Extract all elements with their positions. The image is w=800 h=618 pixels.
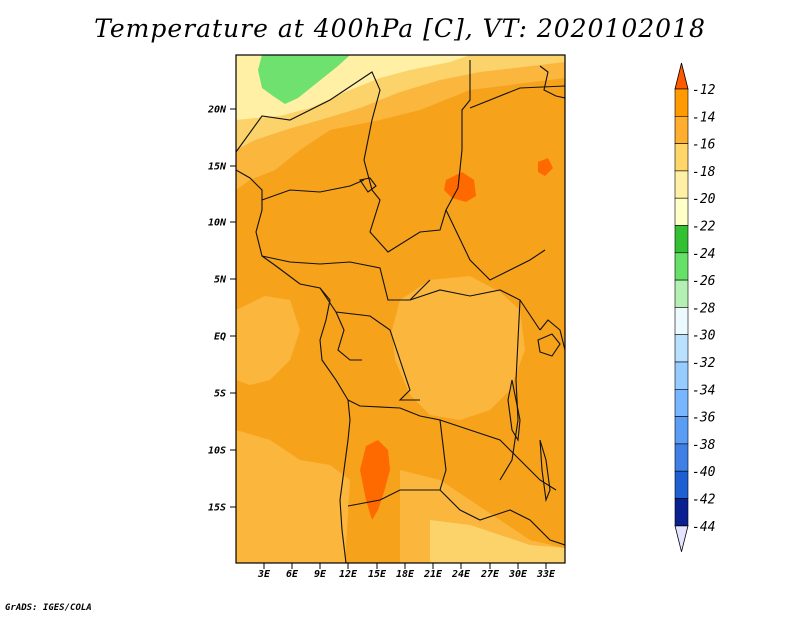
colorbar-segment [674,88,689,117]
lon-label: 27E [480,569,500,580]
colorbar-label: -34 [692,383,715,398]
colorbar-segment [674,116,689,144]
colorbar-label: -22 [692,220,716,235]
colorbar-label: -28 [692,301,716,316]
coastline-west [236,169,351,563]
map-frame [235,54,566,564]
lon-label: 24E [451,569,471,580]
lon-label: 30E [508,569,528,580]
lat-label: 15S [208,503,226,514]
border-south [439,489,565,546]
field-green-northwest [258,55,350,104]
lake-chad [359,177,377,193]
chart-title: Temperature at 400hPa [C], VT: 202010201… [94,14,706,43]
lake-victoria [537,333,561,357]
colorbar-label: -36 [692,411,716,426]
colorbar-label: -44 [692,520,715,535]
lat-label: 5S [214,389,226,400]
colorbar-label: -14 [692,110,715,125]
lake-tanganyika [507,379,521,442]
lat-label: 10N [208,218,227,229]
border-cameroon [319,287,420,401]
border-sahara [236,71,381,161]
colorbar-label: -30 [692,329,716,344]
colorbar-segment [674,443,689,472]
lon-label: 3E [257,569,271,580]
colorbar-label: -42 [692,493,716,508]
border-zambia [439,419,557,491]
colorbar-segment [674,388,689,417]
temperature-field [236,55,565,563]
field-hot-spot-angola [360,440,390,520]
lon-label: 12E [339,569,358,580]
colorbar-segment [674,416,689,445]
border-drc-east [499,299,521,481]
field-yellow-south [430,520,565,563]
field-light-orange-southwest [236,430,350,563]
colorbar-label: -32 [692,356,716,371]
border-gabon-congo [335,311,362,361]
colorbar-label: -38 [692,438,716,453]
border-sudan [469,85,565,109]
colorbar-label: -24 [692,247,715,262]
lon-label: 15E [368,569,387,580]
coast-red-sea [539,65,565,99]
border-nigeria [261,255,431,301]
lon-label: 21E [423,569,443,580]
lat-label: 10S [208,446,226,457]
colorbar-segment [674,252,689,281]
colorbar-label: -40 [692,465,716,480]
colorbar-top-arrow [674,62,689,90]
lat-label: 5N [214,275,227,286]
field-light-orange-central [392,276,525,420]
colorbar-label: -18 [692,165,716,180]
field-light-orange-west [236,296,300,385]
lon-label: 33E [536,569,556,580]
border-sahel-west [261,179,365,201]
lat-label: 15N [208,162,227,173]
lake-malawi [539,439,551,503]
colorbar-label: -26 [692,274,716,289]
colorbar-segment [674,225,689,254]
credit-text: GrADS: IGES/COLA [5,603,92,613]
lon-label: 18E [396,569,415,580]
lat-label: EQ [214,332,226,343]
colorbar-label: -16 [692,138,716,153]
lon-label: 6E [286,569,299,580]
colorbar-segment [674,197,689,226]
colorbar-bottom-arrow [674,525,689,552]
border-niger-chad [363,60,471,253]
colorbar-segment [674,143,689,172]
boundaries [236,60,565,563]
border-angola [347,399,447,507]
colorbar: -12 -14 -16 -18 -20 -22 -24 -26 -28 -30 -32 -34 -36 -… [674,62,716,552]
border-drc-north [409,289,541,331]
colorbar-segment [674,307,689,335]
colorbar-segment [674,470,689,499]
longitude-axis: 3E 6E 9E 12E 15E 18E 21E 24E 27E 30E 33E [257,563,556,580]
lat-label: 20N [207,105,227,116]
colorbar-segment [674,498,689,527]
border-east-africa [539,319,565,351]
colorbar-segment [674,334,689,363]
latitude-axis: 20N 15N 10N 5N EQ 5S 10S 15S [207,105,236,514]
colorbar-segment [674,279,689,308]
field-hot-spot-chad [444,172,476,202]
border-chad-car [445,209,546,281]
colorbar-label: -20 [692,192,716,207]
field-hot-spot-east [538,158,553,176]
colorbar-segment [674,361,689,390]
colorbar-label: -12 [692,83,716,98]
lon-label: 9E [314,569,327,580]
colorbar-segment [674,170,689,199]
